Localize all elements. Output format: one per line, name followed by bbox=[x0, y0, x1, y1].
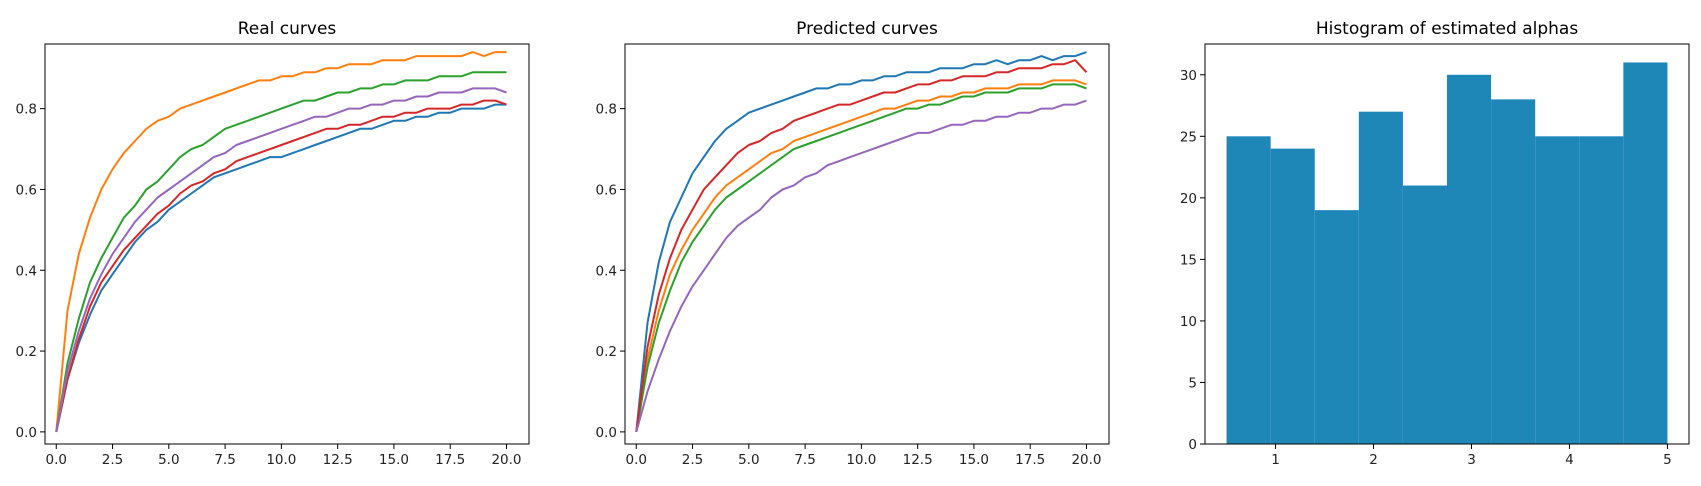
histogram-bar bbox=[1579, 136, 1624, 445]
histogram-bar bbox=[1402, 185, 1447, 445]
x-tick-label: 17.5 bbox=[1015, 452, 1045, 468]
x-tick-label: 15.0 bbox=[379, 452, 409, 468]
x-tick-label: 15.0 bbox=[959, 452, 989, 468]
x-tick-label: 17.5 bbox=[435, 452, 465, 468]
x-tick-label: 0.0 bbox=[46, 452, 67, 468]
y-tick-label: 0.4 bbox=[596, 263, 617, 279]
series-line-3 bbox=[55, 71, 507, 433]
y-tick-label: 30 bbox=[1180, 68, 1197, 84]
chart-title-predicted-curves: Predicted curves bbox=[796, 19, 938, 39]
y-tick-label: 25 bbox=[1180, 129, 1197, 145]
x-tick-label: 4 bbox=[1565, 452, 1574, 468]
y-tick-label: 15 bbox=[1180, 252, 1197, 268]
x-tick-label: 0.0 bbox=[626, 452, 647, 468]
x-tick-label: 2.5 bbox=[102, 452, 123, 468]
histogram-bar bbox=[1491, 99, 1536, 444]
histogram-bar bbox=[1270, 148, 1315, 444]
x-tick-label: 7.5 bbox=[794, 452, 815, 468]
y-tick-label: 0.0 bbox=[16, 425, 37, 441]
x-tick-label: 20.0 bbox=[1071, 452, 1101, 468]
x-tick-label: 1 bbox=[1271, 452, 1280, 468]
chart-title-real-curves: Real curves bbox=[238, 19, 337, 39]
x-tick-label: 5.0 bbox=[738, 452, 759, 468]
y-tick-label: 0.0 bbox=[596, 425, 617, 441]
axes-frame bbox=[1204, 43, 1690, 445]
chart-title-histogram: Histogram of estimated alphas bbox=[1316, 19, 1579, 39]
x-tick-label: 10.0 bbox=[266, 452, 296, 468]
y-tick-label: 0.6 bbox=[596, 182, 617, 198]
plot-area-histogram: 1 2 3 4 5 0 5 10 15 20 25 30 bbox=[1180, 43, 1690, 468]
x-tick-label: 5 bbox=[1663, 452, 1672, 468]
x-tick-label: 12.5 bbox=[323, 452, 353, 468]
x-tick-label: 10.0 bbox=[846, 452, 876, 468]
y-tick-label: 10 bbox=[1180, 314, 1197, 330]
y-tick-label: 0.8 bbox=[596, 102, 617, 118]
x-tick-label: 20.0 bbox=[491, 452, 521, 468]
subplot-histogram-alphas: Histogram of estimated alphas 1 2 3 4 505101… bbox=[1180, 19, 1690, 468]
series-line-2 bbox=[55, 51, 507, 432]
x-tick-label: 2.5 bbox=[682, 452, 703, 468]
plot-area-predicted-curves: 0.0 2.5 5.0 7.5 10.0 12.5 15.0 17.5 20.0 0.0 0.2 0.… bbox=[596, 43, 1110, 468]
x-tick-label: 12.5 bbox=[903, 452, 933, 468]
histogram-bar bbox=[1226, 136, 1271, 445]
series-line-5 bbox=[55, 87, 507, 433]
subplot-real-curves: Real curves 0.0 2.5 5.0 7.5 10.0 12.5 15.0 17.5… bbox=[16, 19, 530, 468]
y-tick-label: 5 bbox=[1188, 375, 1197, 391]
y-tick-label: 0.2 bbox=[596, 344, 617, 360]
y-tick-label: 0.6 bbox=[16, 182, 37, 198]
series-line-2 bbox=[635, 79, 1087, 433]
y-tick-label: 0.8 bbox=[16, 102, 37, 118]
axes-frame bbox=[44, 43, 530, 445]
x-tick-label: 5.0 bbox=[158, 452, 179, 468]
series-line-3 bbox=[635, 83, 1087, 433]
plot-area-real-curves: 0.0 2.5 5.0 7.5 10.0 12.5 15.0 17.5 20.0 0.0 0.2 0.… bbox=[16, 43, 530, 468]
series-line-4 bbox=[635, 59, 1088, 433]
x-tick-label: 3 bbox=[1467, 452, 1476, 468]
histogram-bar bbox=[1447, 74, 1492, 445]
x-tick-label: 2 bbox=[1369, 452, 1378, 468]
axes-frame bbox=[624, 43, 1110, 445]
series-line-5 bbox=[635, 99, 1087, 433]
y-tick-label: 0.2 bbox=[16, 344, 37, 360]
x-tick-label: 7.5 bbox=[214, 452, 235, 468]
y-tick-label: 0.4 bbox=[16, 263, 37, 279]
histogram-bar bbox=[1358, 111, 1403, 444]
histogram-bar bbox=[1535, 136, 1580, 445]
series-line-4 bbox=[55, 99, 507, 433]
series-line-1 bbox=[635, 51, 1087, 433]
y-tick-label: 0 bbox=[1188, 437, 1197, 453]
histogram-bar bbox=[1623, 62, 1668, 444]
subplot-predicted-curves: Predicted curves 0.0 2.5 5.0 7.5 10.0 12.5 15.… bbox=[596, 19, 1110, 468]
series-line-1 bbox=[55, 103, 507, 433]
histogram-bar bbox=[1314, 210, 1359, 444]
y-tick-label: 20 bbox=[1180, 191, 1197, 207]
